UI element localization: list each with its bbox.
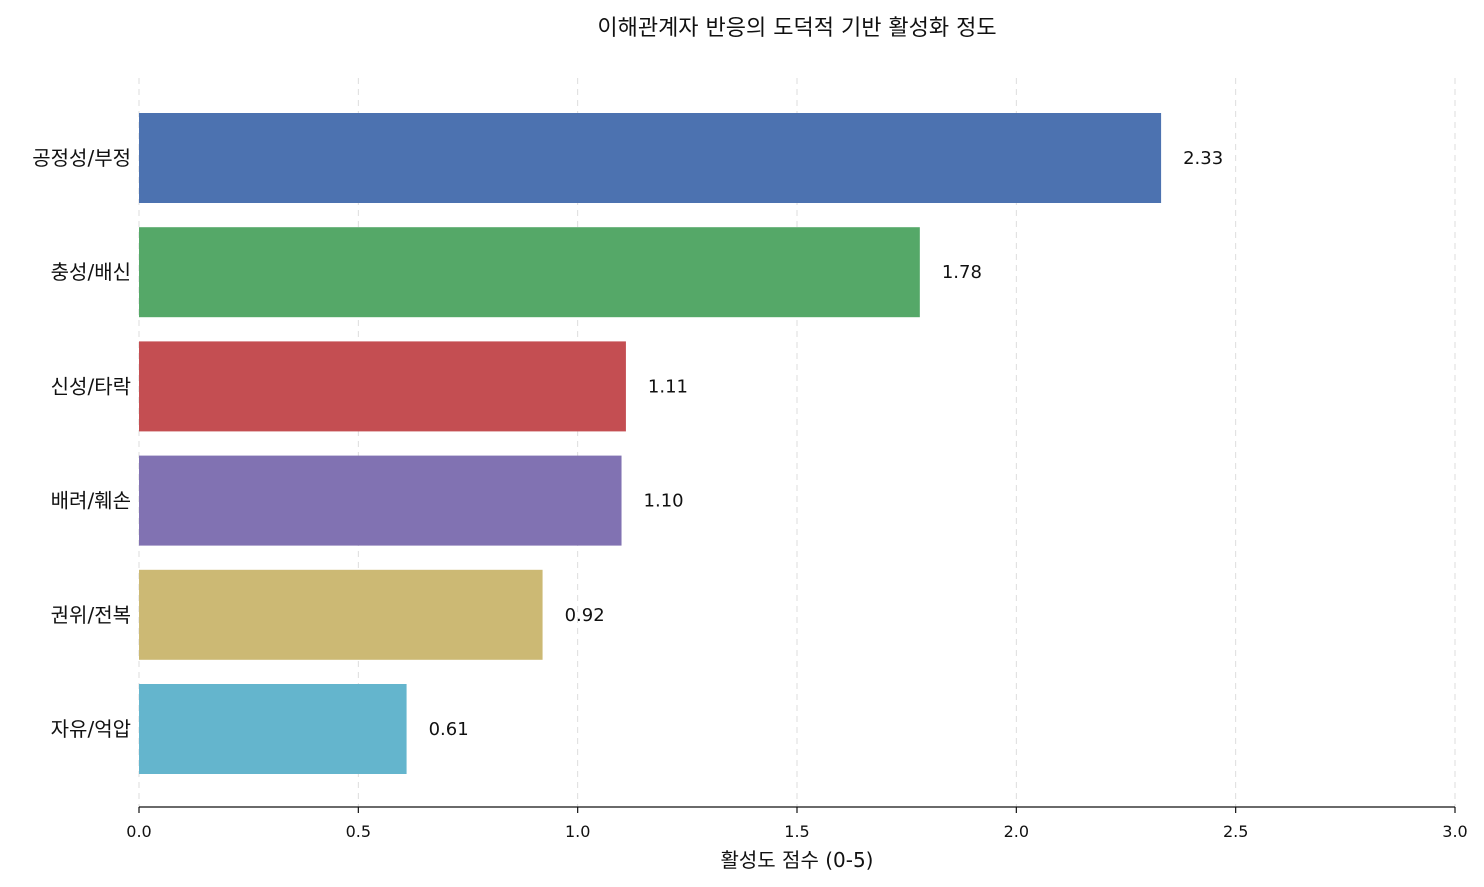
bar-5 [139, 684, 407, 774]
value-label-5: 0.61 [429, 719, 469, 740]
category-label-5: 자유/억압 [51, 717, 131, 741]
x-tick-label-4: 2.0 [1004, 822, 1029, 841]
x-tick-label-6: 3.0 [1442, 822, 1467, 841]
x-tick-label-3: 1.5 [784, 822, 809, 841]
category-label-2: 신성/타락 [51, 374, 131, 398]
bar-3 [139, 455, 622, 546]
category-label-1: 충성/배신 [51, 260, 131, 284]
value-label-0: 2.33 [1183, 148, 1223, 169]
category-label-4: 권위/전복 [51, 603, 131, 627]
bar-0 [139, 113, 1162, 203]
x-axis: 0.0 0.5 1.0 1.5 2.0 2.5 3.0 [126, 806, 1468, 841]
bar-1 [139, 227, 920, 318]
category-label-3: 배려/훼손 [51, 489, 131, 513]
chart-title: 이해관계자 반응의 도덕적 기반 활성화 정도 [597, 16, 996, 41]
bar-4 [139, 569, 543, 660]
x-tick-label-2: 1.0 [565, 822, 590, 841]
value-label-3: 1.10 [644, 491, 684, 512]
x-axis-title: 활성도 점수 (0-5) [721, 848, 874, 872]
category-label-0: 공정성/부정 [32, 146, 131, 170]
value-label-4: 0.92 [565, 605, 605, 626]
x-tick-label-5: 2.5 [1223, 822, 1248, 841]
value-label-2: 1.11 [648, 376, 688, 397]
value-label-1: 1.78 [942, 262, 982, 283]
bar-2 [139, 341, 626, 432]
bars: 공정성/부정 2.33 충성/배신 1.78 신성/타락 1.11 배려/훼손 1.10 권위/… [32, 113, 1223, 774]
x-tick-label-1: 0.5 [346, 822, 371, 841]
x-tick-label-0: 0.0 [126, 822, 151, 841]
